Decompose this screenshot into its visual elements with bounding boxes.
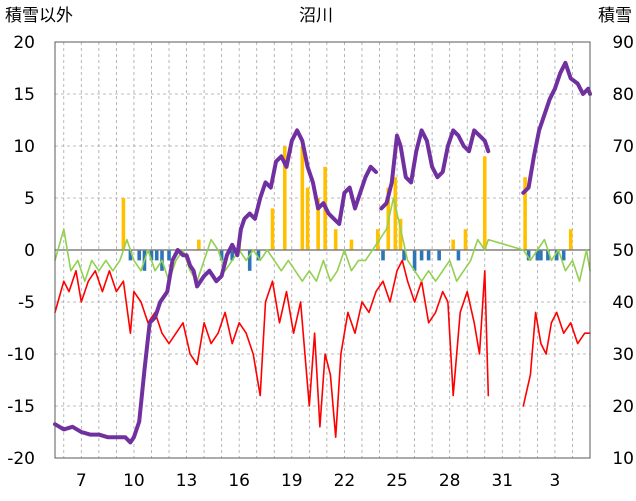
snow-depth-line (379, 128, 491, 211)
precip-bar (539, 250, 543, 261)
precip-neg-bar (456, 250, 461, 261)
x-tick-label: 25 (386, 471, 408, 491)
x-tick-label: 28 (439, 471, 461, 491)
precip-bar (316, 198, 320, 250)
left-tick-label: 10 (13, 137, 35, 157)
x-axis: 7 10 13 16 19 22 25 28 31 3 (76, 471, 560, 491)
x-tick-label: 16 (228, 471, 250, 491)
left-axis-label: 積雪以外 (5, 6, 73, 26)
precip-neg-bar (437, 250, 441, 261)
precip-bar (375, 229, 380, 250)
min-line (54, 259, 490, 439)
precip-neg-bar (426, 250, 431, 261)
precip-neg-bar (256, 250, 261, 261)
precip-neg-bar (546, 250, 550, 261)
precip-neg-bar (412, 250, 417, 271)
series-lines (53, 60, 592, 445)
precip-neg-bar (526, 250, 531, 261)
precip-bar (463, 229, 468, 250)
precip-neg-bar (219, 250, 224, 261)
right-tick-label: 90 (612, 33, 634, 53)
left-tick-label: -10 (7, 345, 35, 365)
left-tick-label: 15 (13, 85, 35, 105)
precip-bar (197, 239, 201, 250)
right-tick-label: 40 (612, 293, 634, 313)
right-tick-label: 50 (612, 241, 634, 261)
left-tick-label: -15 (7, 397, 35, 417)
precip-bar (482, 156, 487, 250)
precip-bar (568, 229, 573, 250)
precip-neg-bar (128, 250, 133, 261)
precip-neg-bar (154, 250, 159, 261)
precip-neg-bar (167, 250, 171, 261)
x-tick-label: 31 (491, 471, 513, 491)
precip-bar (451, 239, 455, 250)
precip-bar (121, 198, 126, 250)
precip-bar (561, 250, 566, 261)
right-tick-label: 10 (612, 449, 634, 469)
precip-neg-bar (535, 250, 540, 261)
precip-neg-bar (419, 250, 424, 261)
x-tick-label: 19 (281, 471, 303, 491)
precip-bar (349, 239, 354, 250)
precip-bar (300, 146, 305, 250)
chart-title: 沼川 (299, 6, 333, 26)
x-tick-label: 13 (176, 471, 198, 491)
left-tick-label: 20 (13, 33, 35, 53)
precip-neg-bar (247, 250, 252, 271)
right-tick-label: 30 (612, 345, 634, 365)
right-tick-label: 70 (612, 137, 634, 157)
left-y-axis: 20 15 10 5 0 -5 -10 -15 -20 (7, 33, 35, 469)
precip-bar (333, 229, 338, 250)
precip-bar (523, 177, 527, 250)
snow-depth-line (521, 60, 592, 195)
right-tick-label: 80 (612, 85, 634, 105)
x-tick-label: 10 (123, 471, 145, 491)
precip-bar (393, 177, 398, 250)
precip-bar (398, 218, 403, 250)
precip-bar (282, 146, 287, 250)
x-tick-label: 7 (76, 471, 87, 491)
precipitation-bars (121, 146, 573, 271)
precip-neg-bar (402, 250, 406, 261)
precip-neg-bar (381, 250, 385, 261)
precip-bar (305, 187, 310, 250)
right-tick-label: 20 (612, 397, 634, 417)
min-line (522, 311, 591, 407)
precip-neg-bar (149, 250, 154, 261)
snow-depth-line (53, 128, 378, 445)
x-tick-label: 22 (334, 471, 356, 491)
max-line (54, 197, 591, 283)
left-tick-label: -20 (7, 449, 35, 469)
x-tick-label: 3 (550, 471, 561, 491)
right-axis-label: 積雪 (598, 6, 632, 26)
left-tick-label: -5 (18, 293, 35, 313)
left-tick-label: 5 (24, 189, 35, 209)
right-y-axis: 90 80 70 60 50 40 30 20 10 (612, 33, 634, 469)
precip-bar (270, 208, 275, 250)
precip-neg-bar (137, 250, 141, 261)
precip-neg-bar (554, 250, 559, 261)
precip-neg-bar (230, 250, 234, 261)
plot-frame (54, 41, 591, 459)
left-tick-label: 0 (24, 241, 35, 261)
right-tick-label: 60 (612, 189, 634, 209)
